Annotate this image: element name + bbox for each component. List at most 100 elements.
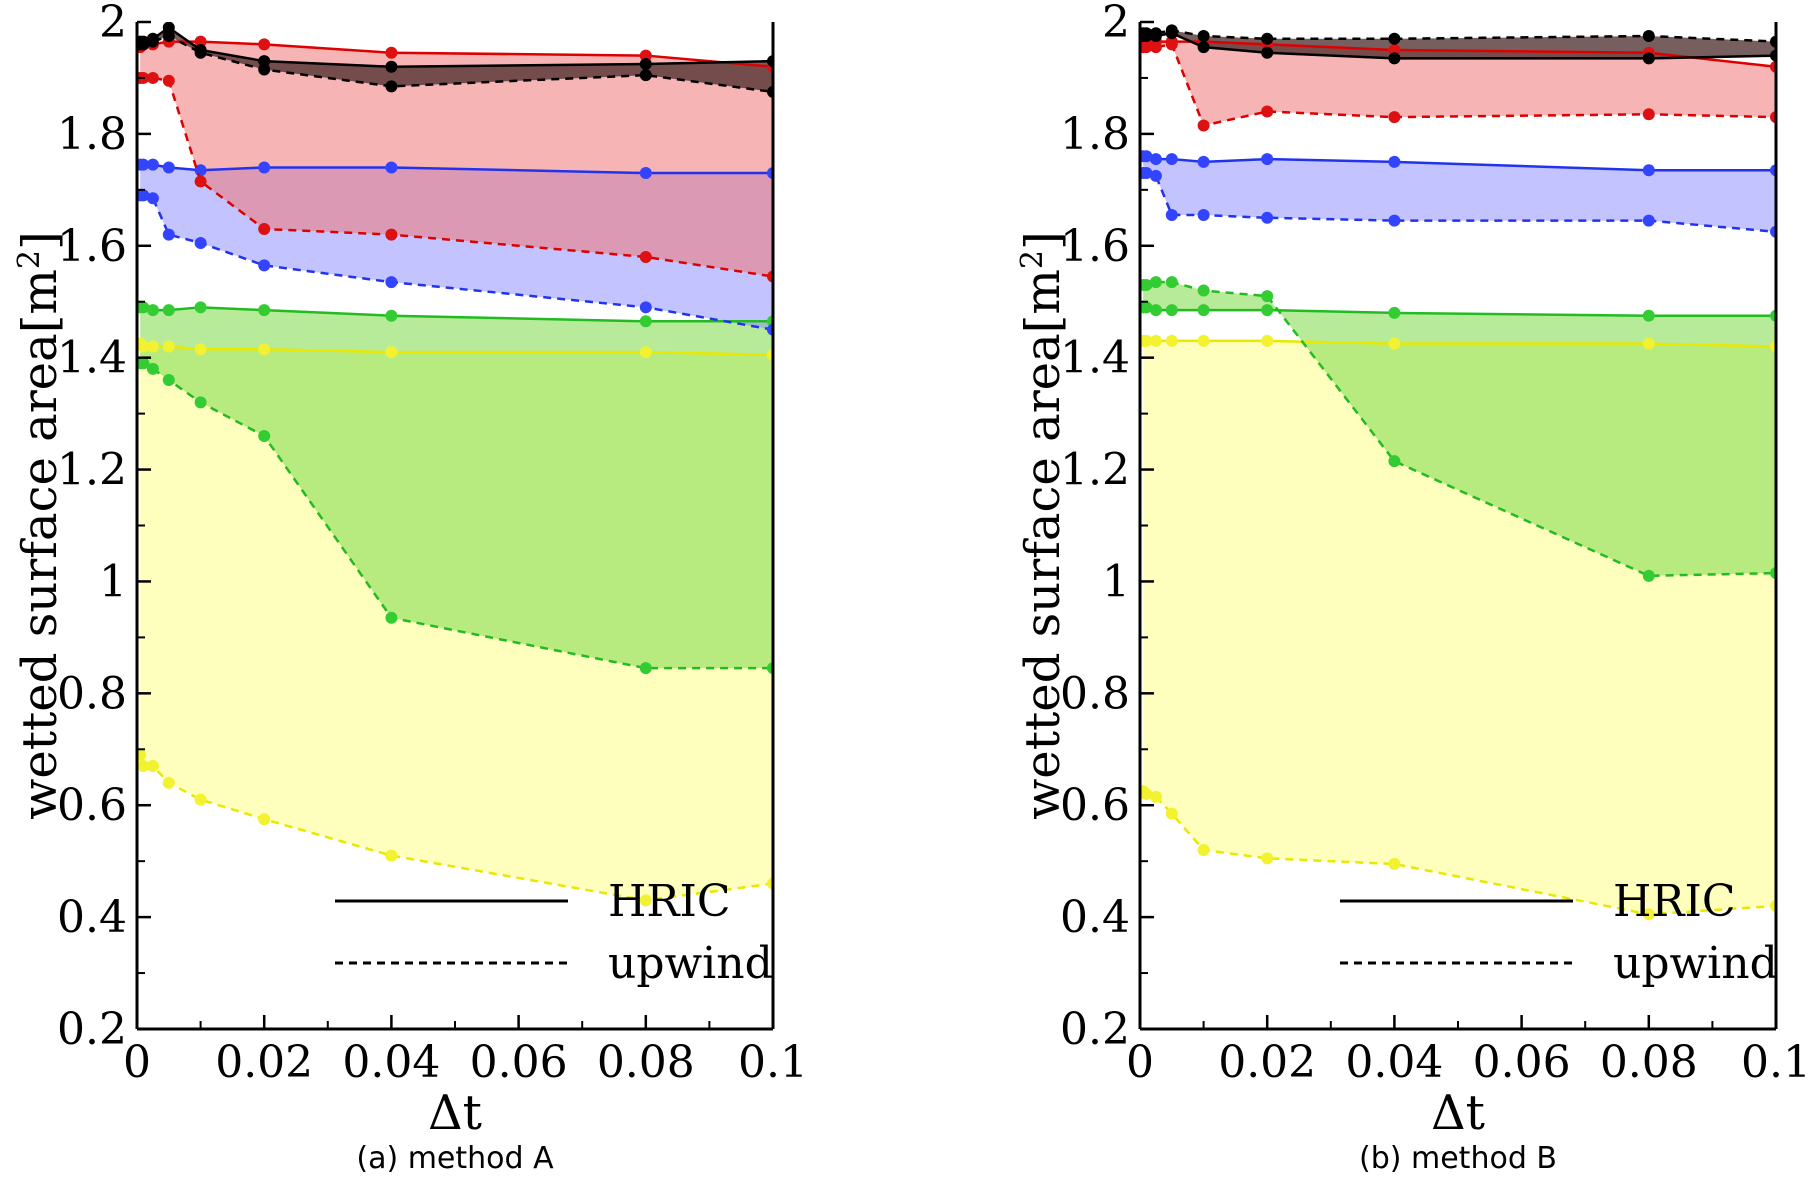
y-tick-label: 0.6 [57, 780, 127, 831]
hric-point-blue [162, 161, 175, 174]
upwind-point-green [385, 611, 398, 624]
hric-point-red [1388, 43, 1401, 56]
x-axis-label: Δt [1431, 1085, 1485, 1141]
upwind-point-yellow [1261, 852, 1274, 865]
x-tick-label: 0.08 [597, 1037, 695, 1088]
x-tick-label: 0.06 [1473, 1037, 1571, 1088]
upwind-point-blue [162, 228, 175, 241]
upwind-point-green [1165, 276, 1178, 289]
hric-point-yellow [1261, 334, 1274, 347]
hric-point-yellow [1388, 337, 1401, 350]
upwind-point-red [1149, 41, 1162, 54]
band-red [140, 41, 773, 277]
upwind-point-blue [258, 259, 271, 272]
hric-point-black [258, 55, 271, 68]
upwind-point-black [1149, 27, 1162, 40]
upwind-point-black [1140, 27, 1153, 40]
x-tick-label: 0.04 [342, 1037, 440, 1088]
y-tick-label: 0.8 [1060, 668, 1130, 719]
hric-point-blue [258, 161, 271, 174]
upwind-point-yellow [385, 849, 398, 862]
y-axis-label-close: ] [12, 231, 68, 250]
upwind-point-black [194, 46, 207, 59]
upwind-point-yellow [194, 793, 207, 806]
hric-point-blue [137, 158, 150, 171]
upwind-point-blue [1140, 167, 1153, 180]
upwind-point-green [1261, 290, 1274, 303]
y-tick-label: 1.4 [1060, 333, 1130, 384]
upwind-point-blue [1165, 209, 1178, 222]
hric-point-green [1197, 304, 1210, 317]
upwind-point-yellow [137, 748, 147, 761]
upwind-point-green [1140, 278, 1153, 291]
upwind-point-green [194, 396, 207, 409]
panel-caption: (a) method A [356, 1141, 554, 1176]
band-green [140, 307, 773, 669]
upwind-point-blue [639, 301, 652, 314]
y-axis-label-close: ] [1015, 231, 1071, 250]
band-green [1143, 282, 1776, 576]
y-axis-label: wetted surface area[m2] [12, 231, 69, 820]
hric-point-green [194, 301, 207, 314]
hric-point-blue [1261, 153, 1274, 166]
upwind-point-green [137, 357, 150, 370]
upwind-point-yellow [639, 894, 652, 907]
hric-point-yellow [1197, 334, 1210, 347]
upwind-point-red [1261, 105, 1274, 118]
y-tick-label: 0.4 [1060, 892, 1130, 943]
upwind-point-red [1140, 41, 1153, 54]
upwind-point-black [146, 35, 159, 48]
legend-label: upwind [1613, 938, 1778, 989]
legend-label: HRIC [608, 876, 731, 927]
x-tick-label: 0.04 [1345, 1037, 1443, 1088]
hric-point-red [258, 38, 271, 51]
upwind-point-yellow [1165, 807, 1178, 820]
chart-panel-b: 0.2 0.4 0.6 0.8 1 1.2 1.4 1.6 1.8 2 0 0.02 0.04 0.06 0… [1015, 0, 1810, 1176]
upwind-point-yellow [258, 813, 271, 826]
hric-point-green [1261, 304, 1274, 317]
hric-point-blue [385, 161, 398, 174]
upwind-point-blue [1388, 214, 1401, 227]
y-axis-label-text: wetted surface area[m [12, 269, 68, 820]
hric-point-black [1261, 46, 1274, 59]
hric-point-yellow [1642, 337, 1655, 350]
y-tick-label: 1 [99, 556, 127, 607]
hric-point-green [1388, 306, 1401, 319]
y-tick-label: 0.2 [57, 1004, 127, 1055]
upwind-point-yellow [137, 760, 150, 773]
y-tick-label: 0.6 [1060, 780, 1130, 831]
upwind-point-red [1642, 108, 1655, 121]
upwind-point-yellow [162, 776, 175, 789]
y-tick-label: 1.2 [57, 445, 127, 496]
hric-point-yellow [162, 340, 175, 353]
y-tick-label: 1.6 [57, 221, 127, 272]
upwind-point-black [137, 38, 150, 51]
hric-point-green [1165, 304, 1178, 317]
upwind-point-green [146, 362, 159, 375]
upwind-point-red [639, 250, 652, 263]
hric-point-yellow [1165, 334, 1178, 347]
hric-point-blue [194, 164, 207, 177]
y-tick-label: 0.4 [57, 892, 127, 943]
hric-point-green [1140, 301, 1153, 314]
upwind-point-green [639, 662, 652, 675]
upwind-point-blue [1149, 169, 1162, 182]
hric-point-black [639, 57, 652, 70]
upwind-point-black [1261, 32, 1274, 45]
plot-area [1140, 24, 1776, 921]
x-tick-label: 0 [123, 1037, 151, 1088]
upwind-point-green [1388, 455, 1401, 468]
upwind-point-blue [1261, 211, 1274, 224]
x-tick-label: 0.1 [738, 1037, 808, 1088]
hric-point-red [639, 49, 652, 62]
legend-label: HRIC [1613, 876, 1736, 927]
hric-point-red [385, 46, 398, 59]
y-tick-label: 0.2 [1060, 1004, 1130, 1055]
upwind-point-blue [146, 192, 159, 205]
upwind-point-black [162, 29, 175, 42]
legend: HRIC upwind [1340, 876, 1778, 989]
y-tick-label: 1.6 [1060, 221, 1130, 272]
hric-point-yellow [639, 346, 652, 359]
hric-point-yellow [137, 340, 150, 353]
